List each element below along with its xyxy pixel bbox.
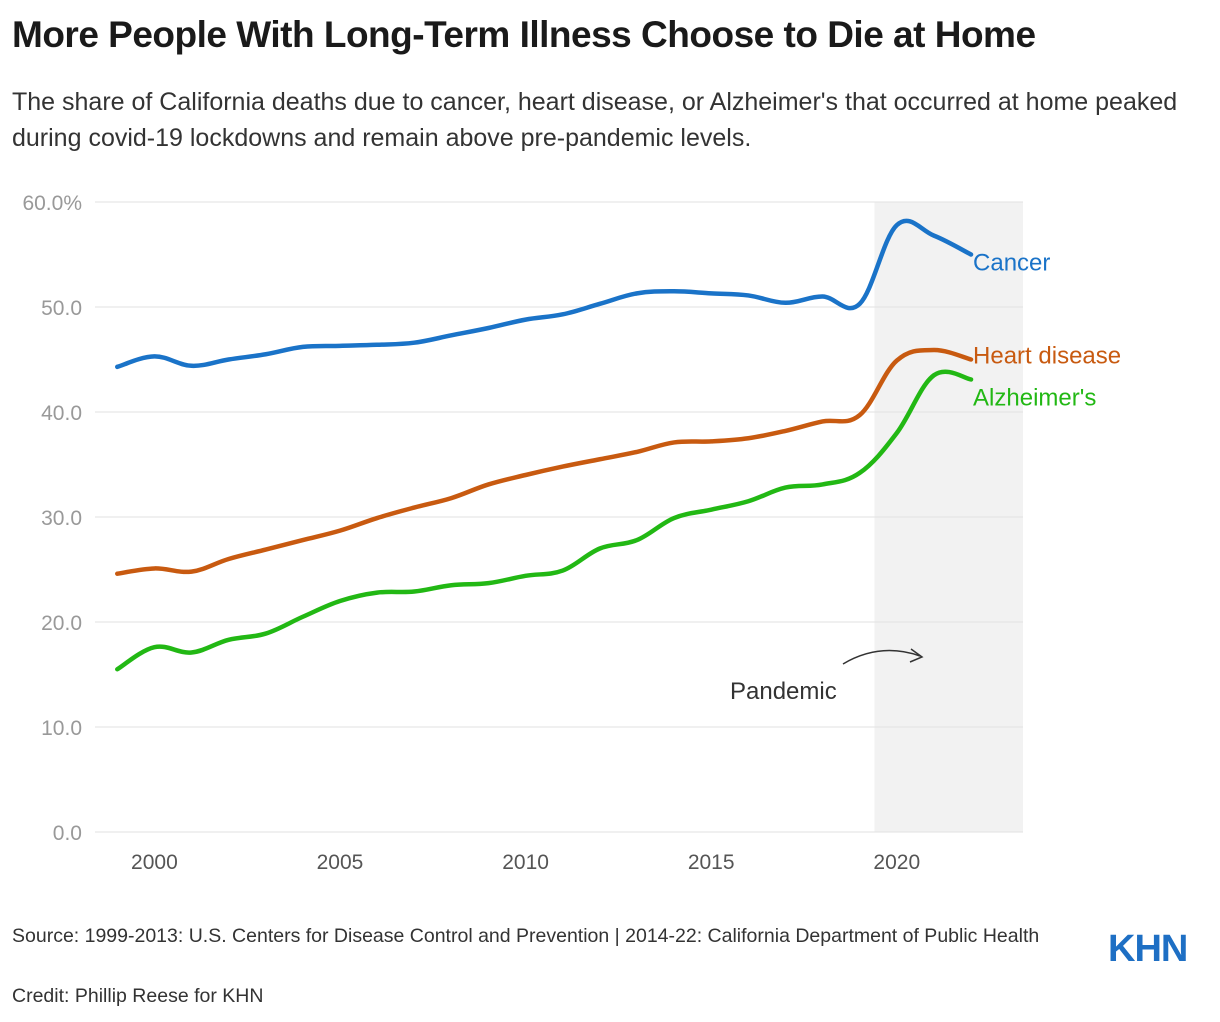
series-lines bbox=[115, 218, 974, 672]
gridlines bbox=[95, 201, 1023, 833]
y-axis: 0.0 10.0 20.0 30.0 40.0 50.0 60.0% bbox=[22, 192, 82, 845]
line-chart: 0.0 10.0 20.0 30.0 40.0 50.0 60.0% 2000 2005 201… bbox=[22, 192, 1121, 874]
chart-title: More People With Long-Term Illness Choos… bbox=[12, 14, 1036, 55]
annotation-arrow bbox=[842, 649, 921, 665]
annotation-label: Pandemic bbox=[730, 678, 837, 705]
series-line-heart bbox=[115, 347, 974, 576]
y-tick-label: 50.0 bbox=[41, 297, 82, 320]
x-axis: 2000 2005 2010 2015 2020 bbox=[131, 851, 920, 874]
x-tick-label: 2015 bbox=[688, 851, 735, 874]
khn-logo: KHN bbox=[1108, 928, 1188, 970]
y-tick-label: 40.0 bbox=[41, 402, 82, 425]
x-tick-label: 2010 bbox=[502, 851, 549, 874]
y-tick-label: 60.0% bbox=[22, 192, 82, 215]
x-tick-label: 2020 bbox=[873, 851, 920, 874]
series-line-cancer bbox=[115, 218, 974, 370]
series-label-heart: Heart disease bbox=[973, 343, 1121, 370]
x-tick-label: 2000 bbox=[131, 851, 178, 874]
x-tick-label: 2005 bbox=[317, 851, 364, 874]
credit-note: Credit: Phillip Reese for KHN bbox=[12, 985, 264, 1007]
series-labels: Cancer Heart disease Alzheimer's bbox=[973, 250, 1121, 412]
chart-subtitle: The share of California deaths due to ca… bbox=[12, 88, 1178, 152]
series-line-alzheimers bbox=[115, 369, 974, 672]
annotation-arrowhead bbox=[909, 648, 924, 663]
y-tick-label: 0.0 bbox=[53, 822, 82, 845]
y-tick-label: 20.0 bbox=[41, 612, 82, 635]
y-tick-label: 30.0 bbox=[41, 507, 82, 530]
pandemic-annotation: Pandemic bbox=[730, 648, 924, 705]
series-label-cancer: Cancer bbox=[973, 250, 1050, 277]
series-label-alzheimers: Alzheimer's bbox=[973, 384, 1096, 411]
y-tick-label: 10.0 bbox=[41, 717, 82, 740]
source-note: Source: 1999-2013: U.S. Centers for Dise… bbox=[12, 925, 1040, 947]
